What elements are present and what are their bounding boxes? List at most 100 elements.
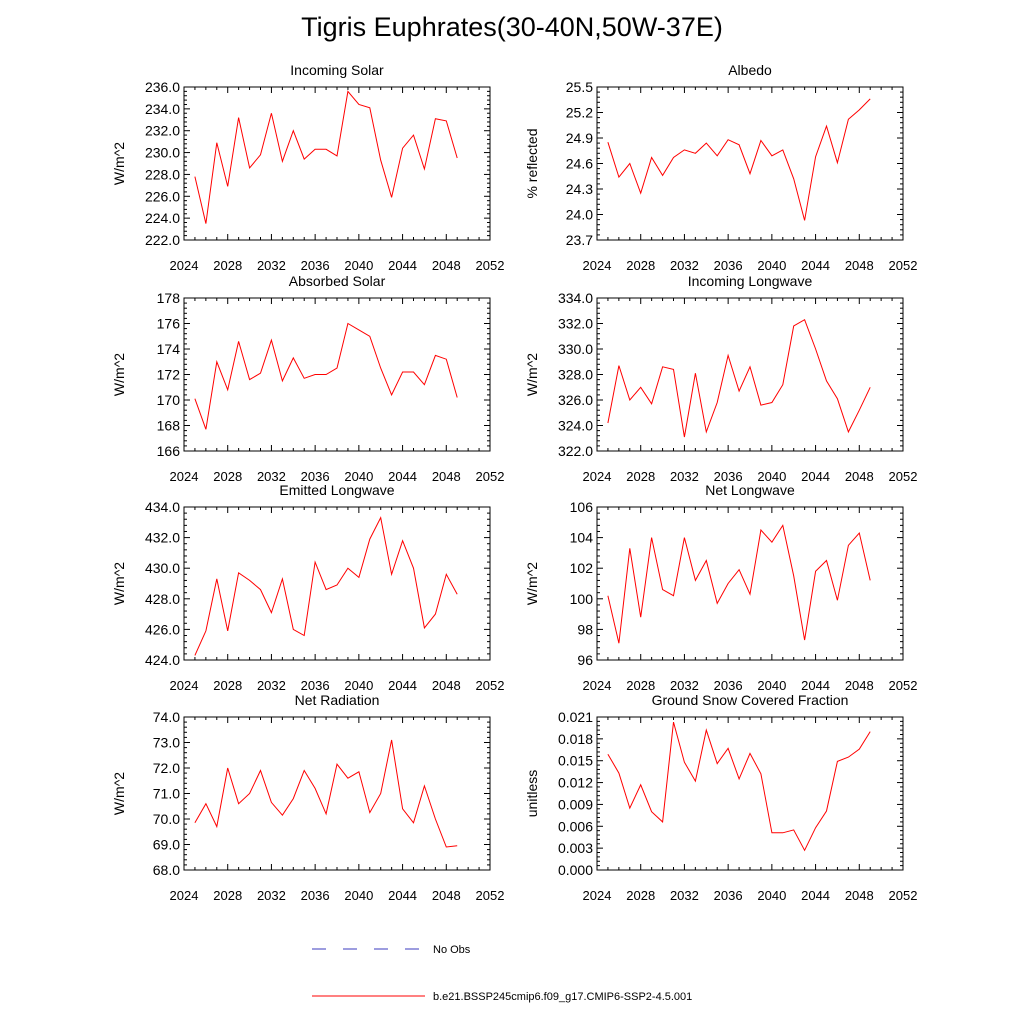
x-tick-label: 2036 (714, 258, 743, 273)
plot-frame (183, 716, 491, 871)
x-tick-label: 2048 (845, 888, 874, 903)
y-tick-label: 232.0 (145, 123, 180, 139)
x-tick-label: 2052 (476, 678, 505, 693)
y-tick-label: 0.003 (558, 840, 593, 856)
x-tick-label: 2028 (213, 888, 242, 903)
x-tick-label: 2040 (757, 258, 786, 273)
chart-panel-2: Albedo % reflected 2024 2028 2032 2036 2040 204… (524, 62, 917, 273)
x-tick-label: 2044 (388, 258, 417, 273)
x-tick-label: 2040 (757, 469, 786, 484)
x-tick-label: 2040 (757, 888, 786, 903)
y-tick-label: 430.0 (145, 560, 180, 576)
y-tick-label: 24.9 (566, 130, 593, 146)
x-tick-label: 2044 (801, 258, 830, 273)
y-axis-label: % reflected (524, 128, 540, 198)
y-tick-label: 0.009 (558, 796, 593, 812)
y-tick-label: 432.0 (145, 530, 180, 546)
x-tick-label: 2024 (170, 888, 199, 903)
y-tick-label: 428.0 (145, 591, 180, 607)
y-tick-label: 326.0 (558, 392, 593, 408)
y-tick-label: 23.7 (566, 232, 593, 248)
y-tick-label: 71.0 (153, 786, 180, 802)
y-tick-label: 168 (157, 418, 181, 434)
legend-model-label: b.e21.BSSP245cmip6.f09_g17.CMIP6-SSP2-4.… (433, 991, 692, 1003)
series-line (607, 318, 871, 438)
x-tick-label: 2028 (626, 258, 655, 273)
plot-frame (596, 506, 904, 661)
x-tick-label: 2036 (714, 678, 743, 693)
panel-title: Net Longwave (705, 482, 795, 498)
y-tick-label: 170 (157, 392, 181, 408)
chart-panel-5: Emitted Longwave W/m^2 2024 2028 2032 2036 204… (111, 482, 504, 693)
x-tick-label: 2040 (344, 258, 373, 273)
series-line (607, 721, 871, 852)
x-tick-label: 2036 (301, 678, 330, 693)
panel-title: Ground Snow Covered Fraction (652, 692, 849, 708)
y-tick-label: 332.0 (558, 316, 593, 332)
y-tick-label: 72.0 (153, 760, 180, 776)
y-axis-label: W/m^2 (524, 353, 540, 396)
plot-frame (596, 297, 904, 452)
x-tick-label: 2052 (476, 469, 505, 484)
chart-panel-4: Incoming Longwave W/m^2 2024 2028 2032 2036 20… (524, 273, 917, 484)
page-title: Tigris Euphrates(30-40N,50W-37E) (301, 12, 723, 42)
x-tick-label: 2036 (714, 888, 743, 903)
x-tick-label: 2044 (388, 469, 417, 484)
y-axis-label: W/m^2 (524, 562, 540, 605)
chart-panel-8: Ground Snow Covered Fraction unitless 2024… (524, 692, 917, 903)
plot-frame (596, 716, 904, 871)
x-tick-label: 2040 (344, 469, 373, 484)
plot-frame (183, 297, 491, 452)
x-tick-label: 2052 (476, 258, 505, 273)
y-tick-label: 0.015 (558, 753, 593, 769)
y-tick-label: 328.0 (558, 367, 593, 383)
series-line (194, 90, 458, 224)
x-tick-label: 2032 (257, 888, 286, 903)
y-tick-label: 324.0 (558, 418, 593, 434)
x-tick-label: 2040 (344, 888, 373, 903)
y-tick-label: 70.0 (153, 811, 180, 827)
x-tick-label: 2028 (213, 258, 242, 273)
x-tick-label: 2048 (845, 258, 874, 273)
x-tick-label: 2052 (889, 469, 918, 484)
y-tick-label: 236.0 (145, 79, 180, 95)
x-tick-label: 2032 (257, 678, 286, 693)
y-tick-label: 68.0 (153, 862, 180, 878)
y-tick-label: 96 (577, 652, 593, 668)
panel-title: Incoming Solar (290, 62, 384, 78)
x-tick-label: 2028 (626, 469, 655, 484)
y-tick-label: 0.021 (558, 709, 593, 725)
x-tick-label: 2048 (432, 888, 461, 903)
y-tick-label: 426.0 (145, 621, 180, 637)
y-tick-label: 24.0 (566, 207, 593, 223)
y-tick-label: 106 (570, 499, 594, 515)
series-line (607, 98, 871, 221)
y-tick-label: 178 (157, 290, 181, 306)
legend-obs-label: No Obs (433, 944, 471, 956)
x-tick-label: 2032 (257, 469, 286, 484)
x-tick-label: 2052 (889, 888, 918, 903)
y-tick-label: 73.0 (153, 735, 180, 751)
x-tick-label: 2040 (757, 678, 786, 693)
plot-frame (596, 86, 904, 241)
y-tick-label: 226.0 (145, 188, 180, 204)
x-tick-label: 2024 (170, 469, 199, 484)
y-tick-label: 24.3 (566, 181, 593, 197)
series-line (607, 524, 871, 644)
y-axis-label: W/m^2 (111, 353, 127, 396)
legend: No Obs b.e21.BSSP245cmip6.f09_g17.CMIP6-… (312, 944, 692, 1003)
x-tick-label: 2036 (714, 469, 743, 484)
y-tick-label: 100 (570, 591, 594, 607)
chart-panel-6: Net Longwave W/m^2 2024 2028 2032 2036 2040 204… (524, 482, 917, 693)
chart-panel-1: Incoming Solar W/m^2 2024 2028 2032 2036 2040 2… (111, 62, 504, 273)
y-tick-label: 0.000 (558, 862, 593, 878)
x-tick-label: 2048 (432, 678, 461, 693)
y-axis-label: W/m^2 (111, 562, 127, 605)
x-tick-label: 2032 (670, 258, 699, 273)
panel-title: Emitted Longwave (279, 482, 394, 498)
chart-panel-3: Absorbed Solar W/m^2 2024 2028 2032 2036 2040 2… (111, 273, 504, 484)
x-tick-label: 2048 (845, 469, 874, 484)
x-tick-label: 2044 (801, 678, 830, 693)
x-tick-label: 2048 (432, 469, 461, 484)
